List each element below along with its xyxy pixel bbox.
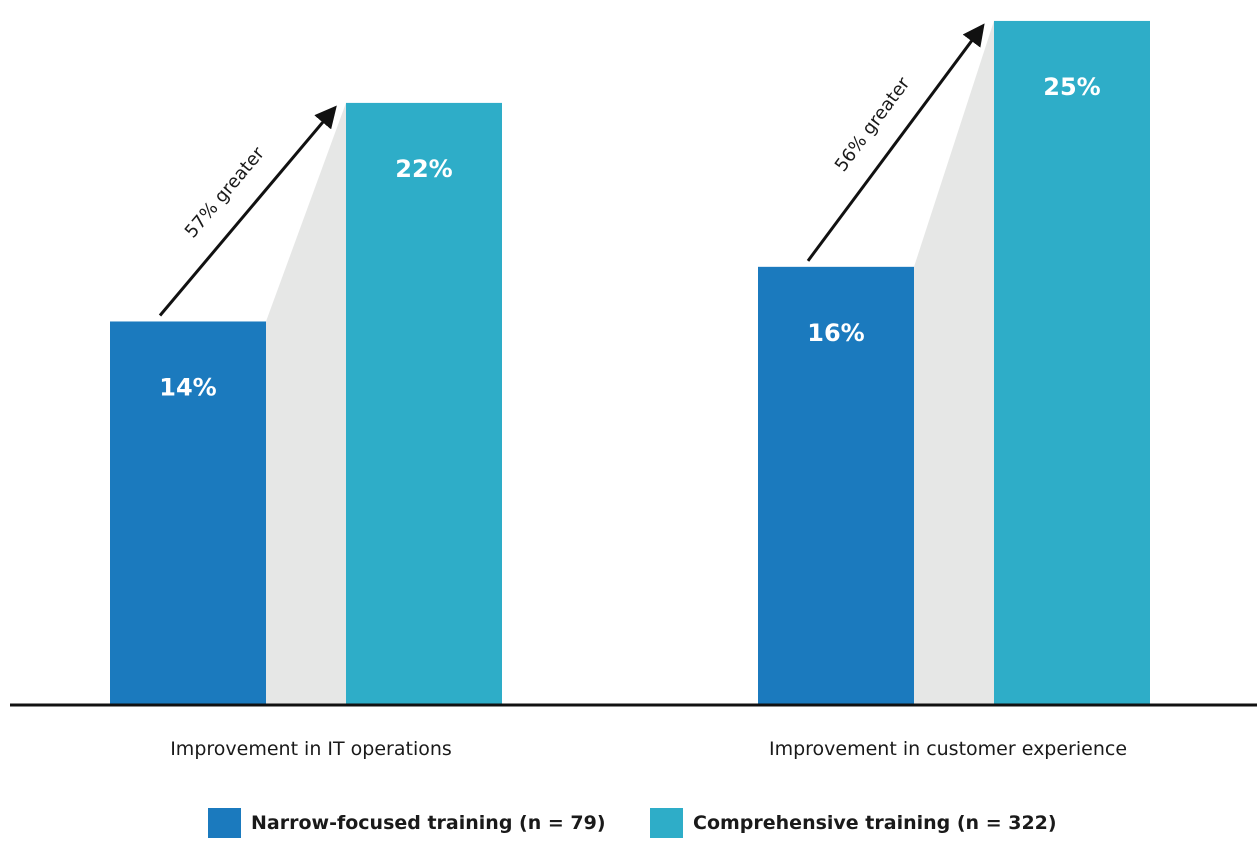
bar-narrow [758, 266, 914, 704]
legend-label-comprehensive: Comprehensive training (n = 322) [693, 812, 1057, 834]
legend-item-comprehensive: Comprehensive training (n = 322) [650, 808, 1057, 838]
bar-narrow [110, 321, 266, 704]
bar-comprehensive [994, 20, 1150, 704]
annotation-label: 56% greater [831, 73, 915, 176]
connector-layer [266, 20, 994, 704]
legend-item-narrow: Narrow-focused training (n = 79) [208, 808, 606, 838]
legend: Narrow-focused training (n = 79) Compreh… [0, 808, 1257, 848]
bar-value-label: 22% [395, 155, 452, 183]
category-label-customer-experience: Improvement in customer experience [769, 738, 1127, 760]
legend-label-narrow: Narrow-focused training (n = 79) [251, 812, 606, 834]
bar-value-label: 25% [1043, 73, 1100, 101]
annotation-arrow [158, 105, 337, 317]
annotation-arrow [806, 23, 985, 262]
category-label-it-operations: Improvement in IT operations [170, 738, 452, 760]
bar-value-label: 16% [807, 319, 864, 347]
annotation-label: 57% greater [181, 143, 269, 242]
connector-shape [266, 102, 346, 704]
legend-swatch-comprehensive [650, 808, 683, 838]
bar-comprehensive [346, 102, 502, 704]
legend-swatch-narrow [208, 808, 241, 838]
bar-value-label: 14% [159, 373, 216, 401]
bars-layer: 14% 22% 16% 25% [110, 20, 1150, 704]
connector-shape [914, 20, 994, 704]
